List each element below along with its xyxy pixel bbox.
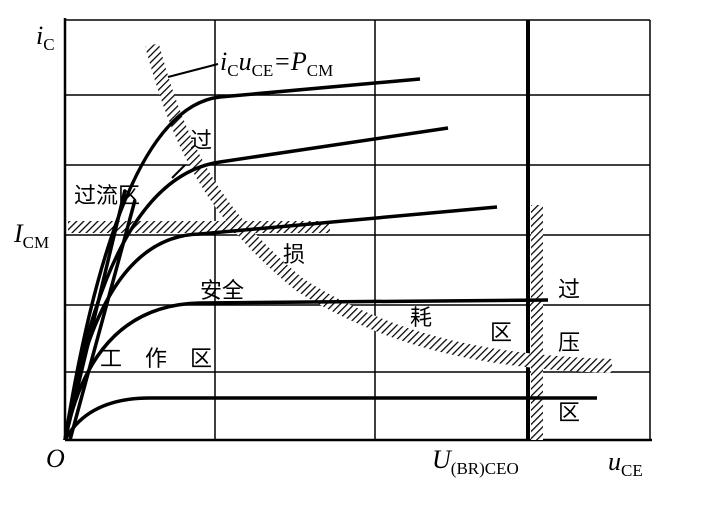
loss-label: 过 [190,129,212,154]
y-axis-label: iC [36,21,55,54]
label-sub: CM [307,61,333,80]
formula-leader [167,63,219,78]
label-sub: CM [23,233,49,252]
safe-label: 区 [190,347,212,372]
formula: iCuCE=PCM [220,47,333,80]
safe-label: 作 [145,347,167,372]
label-main: u [239,47,252,76]
safe-label: 工 [100,347,122,372]
characteristic-curves [63,77,597,441]
label-main: I [13,219,24,248]
power-hyperbola [145,43,613,373]
loss-label: 区 [490,321,512,346]
breakdown-label: U(BR)CEO [432,445,519,478]
label-sub: CE [621,461,643,480]
label-main: =P [273,47,307,76]
over-voltage-label: 压 [558,331,580,356]
label-sub: C [43,35,54,54]
region-leader [171,164,186,179]
label-sub: (BR)CEO [451,459,519,478]
over-voltage-label: 过 [558,278,580,303]
x-axis-label: uCE [608,447,643,480]
safe-label: 安全 [200,279,244,304]
loss-label: 耗 [410,306,432,331]
icm-label: ICM [13,219,49,252]
label-main: U [432,445,453,474]
label-main: i [220,47,227,76]
over-voltage-label: 区 [558,401,580,426]
label-main: i [36,21,43,50]
label-sub: C [227,61,238,80]
label-sub: CE [252,61,274,80]
loss-label: 损 [283,243,305,268]
label-main: u [608,447,621,476]
origin-label: O [46,444,65,473]
over-current-label: 过流区 [74,184,140,209]
